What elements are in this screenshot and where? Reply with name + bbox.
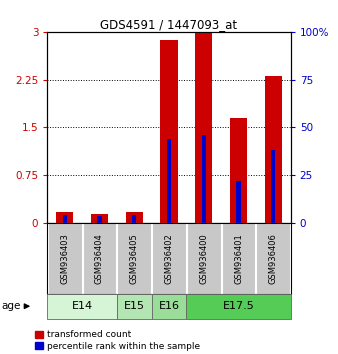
- Bar: [167, 139, 171, 223]
- Text: GSM936404: GSM936404: [95, 233, 104, 284]
- Bar: [271, 150, 275, 223]
- Bar: [202, 135, 206, 223]
- Text: E16: E16: [159, 301, 179, 311]
- Text: E14: E14: [72, 301, 93, 311]
- Text: age: age: [2, 301, 21, 311]
- Bar: [117, 294, 152, 319]
- Text: GSM936402: GSM936402: [165, 233, 173, 284]
- Bar: [257, 223, 290, 294]
- Bar: [237, 181, 241, 223]
- Text: E17.5: E17.5: [223, 301, 255, 311]
- Bar: [47, 294, 117, 319]
- Bar: [91, 214, 108, 223]
- Bar: [152, 294, 186, 319]
- Bar: [195, 32, 213, 223]
- Bar: [230, 118, 247, 223]
- Bar: [63, 215, 67, 223]
- Bar: [222, 223, 256, 294]
- Bar: [117, 223, 151, 294]
- Bar: [56, 212, 73, 223]
- Bar: [152, 223, 186, 294]
- Bar: [265, 76, 282, 223]
- Bar: [82, 223, 116, 294]
- Text: GSM936401: GSM936401: [234, 233, 243, 284]
- Bar: [187, 223, 221, 294]
- Text: GSM936405: GSM936405: [130, 233, 139, 284]
- Title: GDS4591 / 1447093_at: GDS4591 / 1447093_at: [100, 18, 238, 31]
- Bar: [160, 40, 178, 223]
- Legend: transformed count, percentile rank within the sample: transformed count, percentile rank withi…: [35, 330, 200, 351]
- Text: GSM936406: GSM936406: [269, 233, 278, 284]
- Bar: [132, 215, 136, 223]
- Text: E15: E15: [124, 301, 145, 311]
- Text: GSM936403: GSM936403: [60, 233, 69, 284]
- Bar: [48, 223, 81, 294]
- Bar: [186, 294, 291, 319]
- Bar: [97, 216, 101, 223]
- Text: GSM936400: GSM936400: [199, 233, 208, 284]
- Bar: [125, 212, 143, 223]
